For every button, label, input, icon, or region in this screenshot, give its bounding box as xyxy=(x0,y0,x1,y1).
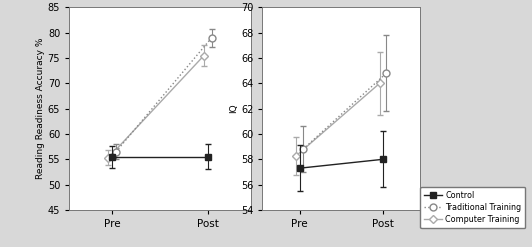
Y-axis label: Reading Readiness Accuracy %: Reading Readiness Accuracy % xyxy=(36,38,45,179)
Y-axis label: IQ: IQ xyxy=(229,104,238,113)
Legend: Control, Traditional Training, Computer Training: Control, Traditional Training, Computer … xyxy=(420,187,525,228)
